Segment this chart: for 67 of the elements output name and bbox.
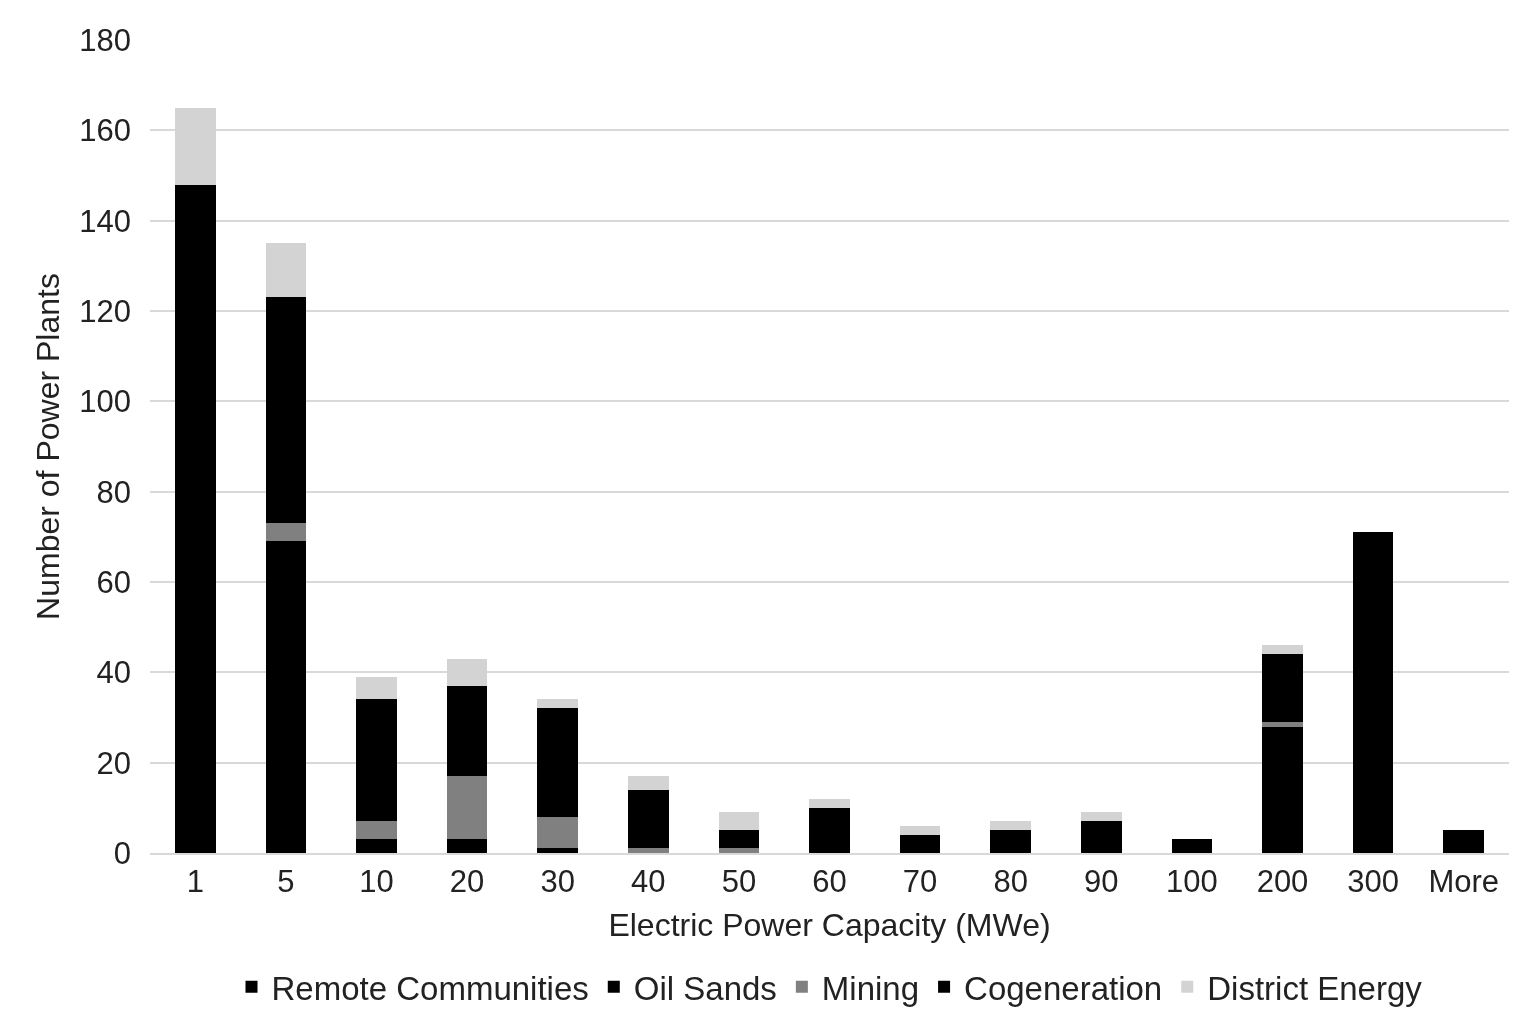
bar: [718, 830, 760, 849]
y-tick-label: 40: [96, 655, 131, 691]
bar: [1262, 726, 1303, 853]
x-tick-label: 80: [993, 864, 1028, 900]
legend-label: Oil Sands: [633, 969, 777, 1007]
x-axis-title: Electric Power Capacity (MWe): [608, 906, 1051, 943]
bar: [1443, 830, 1485, 853]
bar: [627, 789, 669, 849]
x-tick-label: 5: [277, 864, 295, 900]
x-tick-label: 30: [540, 864, 575, 900]
y-axis-title: Number of Power Plants: [29, 273, 66, 620]
bar: [1080, 821, 1122, 853]
legend-label: Remote Communities: [271, 969, 589, 1007]
bar: [356, 839, 397, 853]
bar: [809, 798, 850, 808]
x-tick-label: 60: [812, 864, 847, 900]
bar: [265, 541, 307, 853]
legend-label: Cogeneration: [964, 969, 1163, 1007]
y-tick-label: 0: [113, 835, 131, 871]
bar: [627, 776, 669, 790]
x-tick-label: 10: [359, 864, 394, 900]
legend-label: Mining: [821, 969, 920, 1007]
bar: [809, 807, 850, 853]
bar: [537, 816, 579, 849]
bar: [356, 676, 397, 700]
x-tick-label: 300: [1347, 864, 1399, 900]
bar: [1171, 839, 1213, 853]
bar: [356, 699, 397, 822]
x-tick-label: 70: [902, 864, 938, 900]
bar: [537, 848, 579, 853]
x-tick-label: More: [1428, 864, 1500, 900]
x-tick-label: 200: [1256, 864, 1309, 900]
y-tick-label: 140: [79, 203, 131, 239]
bar: [265, 243, 307, 298]
bar: [718, 812, 760, 831]
bar: [718, 848, 760, 853]
x-tick-label: 90: [1084, 864, 1119, 900]
bar: [356, 821, 397, 840]
bar: [1080, 812, 1122, 822]
y-tick-label: 80: [96, 474, 131, 510]
x-tick-label: 50: [721, 864, 757, 900]
y-tick-label: 160: [79, 113, 131, 149]
bar: [990, 830, 1032, 853]
bar: [446, 685, 488, 777]
bar: [446, 776, 488, 840]
bar: [899, 825, 941, 835]
bar: [1262, 645, 1303, 655]
y-tick-label: 20: [96, 745, 131, 781]
legend-label: District Energy: [1207, 969, 1423, 1007]
bar: [265, 523, 307, 542]
x-tick-label: 40: [631, 864, 666, 900]
bar: [990, 821, 1032, 831]
x-tick-label: 100: [1166, 864, 1218, 900]
y-tick-label: 120: [79, 293, 131, 329]
x-tick-label: 1: [186, 864, 204, 900]
bar: [446, 839, 488, 853]
bar: [627, 848, 669, 853]
y-tick-label: 100: [79, 384, 131, 420]
bar: [537, 708, 579, 817]
bar: [537, 699, 579, 709]
bar: [1262, 654, 1303, 723]
x-tick-label: 20: [449, 864, 485, 900]
bar: [1262, 722, 1303, 727]
y-tick-label: 180: [79, 22, 131, 58]
bar: [265, 297, 307, 524]
bar: [899, 834, 941, 849]
y-tick-label: 60: [96, 564, 131, 600]
